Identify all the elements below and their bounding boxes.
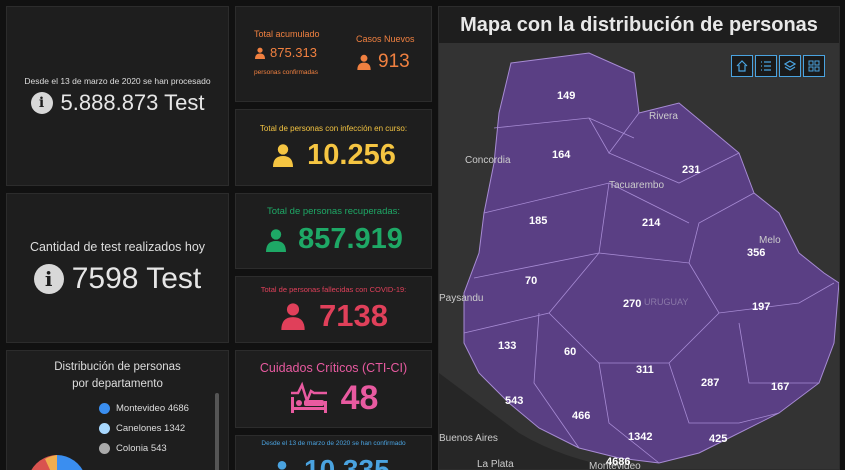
map-title: Mapa con la distribución de personas (439, 7, 839, 43)
department-count: 466 (572, 410, 590, 422)
city-label: Melo (759, 235, 781, 246)
department-count: 1342 (628, 431, 652, 443)
tests-total-value: 5.888.873 Test (60, 90, 205, 115)
distribution-title: Distribución de personas por departament… (54, 361, 181, 390)
deceased-value: 7138 (319, 298, 388, 333)
map-panel: Mapa con la distribución de personas Con… (438, 6, 840, 470)
active-title: Total de personas con infección en curso… (259, 123, 408, 133)
scrollbar[interactable] (215, 393, 219, 470)
distribution-panel: Distribución de personas por departament… (6, 350, 229, 470)
grid-icon[interactable] (803, 55, 825, 77)
city-label: Concordia (465, 155, 511, 166)
confirmed-panel: Desde el 13 de marzo de 2020 se han conf… (235, 435, 432, 470)
distribution-legend: Montevideo 4686 Canelones 1342 Colonia 5… (99, 403, 189, 463)
deceased-title: Total de personas fallecidas con COVID-1… (260, 285, 407, 294)
recovered-panel: Total de personas recuperadas: 857.919 (235, 193, 432, 269)
person-icon (277, 461, 287, 470)
department-count: 133 (498, 340, 516, 352)
accumulated-panel: Total acumulado 875.313 personas confirm… (235, 6, 432, 102)
city-label: Paysandu (439, 293, 483, 304)
department-count: 4686 (606, 456, 630, 468)
new-cases-value: 913 (378, 51, 410, 72)
recovered-value: 857.919 (298, 223, 403, 255)
info-icon: i (33, 264, 64, 294)
deceased-panel: Total de personas fallecidas con COVID-1… (235, 276, 432, 343)
department-count: 185 (529, 215, 547, 227)
department-count: 164 (552, 149, 571, 161)
city-label: Montevideo (589, 461, 641, 470)
department-count: 149 (557, 90, 575, 102)
hospital-bed-icon (290, 381, 327, 413)
active-panel: Total de personas con infección en curso… (235, 109, 432, 186)
tests-today-value: 7598 Test (71, 262, 202, 295)
accumulated-title: Total acumulado (254, 29, 320, 39)
tests-today-panel: Cantidad de test realizados hoy i 7598 T… (6, 193, 229, 343)
active-value: 10.256 (307, 138, 396, 171)
tests-total-panel: Desde el 13 de marzo de 2020 se han proc… (6, 6, 229, 186)
confirmed-value: 10.335 (304, 454, 390, 470)
legend-item-montevideo[interactable]: Montevideo 4686 (99, 403, 189, 414)
tests-total-caption: Desde el 13 de marzo de 2020 se han proc… (24, 76, 211, 86)
department-count: 231 (682, 164, 700, 176)
city-label: Tacuarembo (609, 180, 664, 191)
city-label: Buenos Aires (439, 433, 498, 444)
legend-item-colonia[interactable]: Colonia 543 (99, 443, 189, 454)
person-icon (357, 54, 371, 70)
department-count: 214 (642, 217, 661, 229)
distribution-pie (31, 455, 83, 470)
department-count: 60 (564, 346, 576, 358)
department-count: 425 (709, 433, 727, 445)
layers-icon[interactable] (779, 55, 801, 77)
tests-today-caption: Cantidad de test realizados hoy (29, 240, 206, 254)
person-icon (281, 303, 305, 330)
home-icon[interactable] (731, 55, 753, 77)
city-label: Rivera (649, 111, 678, 122)
department-count: 197 (752, 301, 770, 313)
list-icon[interactable] (755, 55, 777, 77)
confirmed-title: Desde el 13 de marzo de 2020 se han conf… (261, 440, 406, 447)
department-count: 311 (636, 364, 654, 376)
accumulated-value: 875.313 (270, 45, 317, 60)
person-icon (273, 144, 294, 167)
map-toolbar (731, 55, 825, 77)
department-count: 356 (747, 247, 765, 259)
critical-title: Cuidados Críticos (CTI-CI) (259, 360, 408, 375)
department-count: 287 (701, 377, 719, 389)
new-cases-title: Casos Nuevos (356, 34, 415, 44)
legend-item-canelones[interactable]: Canelones 1342 (99, 423, 189, 434)
department-count: 270 (623, 298, 641, 310)
person-icon (255, 47, 265, 59)
recovered-title: Total de personas recuperadas: (266, 206, 401, 217)
critical-care-panel: Cuidados Críticos (CTI-CI) 48 (235, 350, 432, 428)
department-count: 543 (505, 395, 523, 407)
city-label: La Plata (477, 459, 514, 470)
person-icon (266, 228, 287, 252)
country-label: URUGUAY (644, 297, 688, 307)
uruguay-map[interactable]: Concordia Rivera Tacuarembo Melo Paysand… (439, 43, 840, 470)
accumulated-sub: personas confirmadas (254, 69, 318, 76)
info-icon: i (30, 92, 53, 114)
critical-value: 48 (340, 378, 379, 417)
department-count: 70 (525, 275, 537, 287)
department-count: 167 (771, 381, 789, 393)
